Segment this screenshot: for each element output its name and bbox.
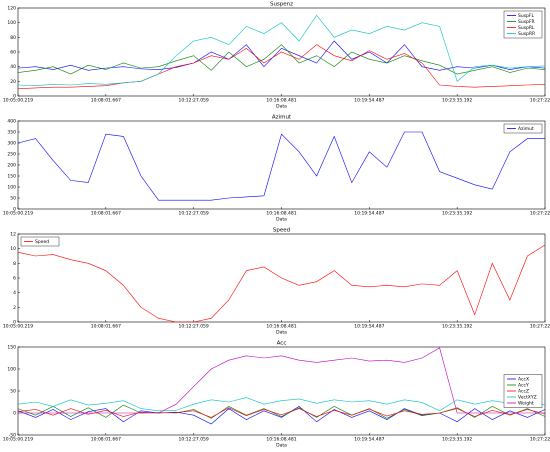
y-tick-label: 100 — [7, 20, 16, 26]
y-tick-label: 0 — [13, 411, 16, 417]
series-line — [17, 131, 545, 201]
x-tick-label: 10:23:35.192 — [442, 98, 472, 104]
plot-frame — [17, 346, 546, 436]
x-axis-label: Data — [276, 104, 287, 110]
y-tick-label: 0 — [13, 320, 16, 326]
x-tick-label: 10:05:00.219 — [3, 324, 33, 330]
y-tick-label: 100 — [7, 367, 16, 373]
legend-label: VectXYZ — [518, 395, 537, 401]
y-tick-label: 250 — [7, 152, 16, 158]
series-line — [18, 347, 545, 414]
y-tick-label: 50 — [10, 389, 16, 395]
series-line — [17, 40, 546, 71]
x-tick-label: 10:12:27.059 — [179, 437, 209, 443]
series-line — [17, 397, 546, 412]
x-tick-label: 10:12:27.059 — [179, 324, 209, 330]
series-line — [17, 14, 546, 87]
y-tick-label: 4 — [13, 290, 16, 296]
chart-title: Azimut — [272, 115, 292, 121]
x-tick-label: 10:19:54.487 — [354, 437, 384, 443]
y-tick-label: 100 — [7, 185, 16, 191]
x-tick-label: 10:16:08.481 — [266, 437, 296, 443]
x-tick-label: 10:19:54.487 — [354, 324, 384, 330]
legend-label: SuspRL — [518, 25, 535, 31]
series-line — [17, 406, 546, 425]
legend-label: SuspFL — [518, 13, 534, 19]
x-tick-label: 10:19:54.487 — [354, 211, 384, 217]
chart-title: Suspenz — [270, 2, 293, 8]
x-tick-label: 10:08:01.667 — [91, 98, 121, 104]
legend-label: Azimut — [518, 126, 534, 132]
y-tick-label: 0 — [13, 94, 16, 100]
x-tick-label: 10:27:22.328 — [530, 437, 550, 443]
y-tick-label: -50 — [9, 433, 16, 439]
x-tick-label: 10:12:27.059 — [179, 211, 209, 217]
legend-label: Speed — [35, 239, 49, 245]
y-tick-label: 150 — [7, 345, 16, 351]
legend-label: AccY — [518, 383, 529, 389]
y-tick-label: 10 — [10, 246, 16, 252]
series-line — [17, 407, 546, 418]
series-line — [17, 404, 546, 419]
y-tick-label: 120 — [7, 6, 16, 12]
x-tick-label: 10:19:54.487 — [354, 98, 384, 104]
x-tick-label: 10:16:08.481 — [266, 98, 296, 104]
x-tick-label: 10:27:22.328 — [530, 324, 550, 330]
legend-box — [20, 236, 60, 247]
x-axis-label: Data — [276, 217, 287, 223]
legend-label: AccX — [518, 377, 529, 383]
x-axis-label: Data — [276, 330, 287, 336]
legend-label: SuspFR — [518, 19, 535, 25]
y-tick-label: 40 — [10, 64, 16, 70]
x-tick-label: 10:05:00.219 — [3, 437, 33, 443]
y-tick-label: 80 — [10, 35, 16, 41]
y-tick-label: 60 — [10, 50, 16, 56]
y-tick-label: 2 — [13, 305, 16, 311]
x-tick-label: 10:12:27.059 — [179, 98, 209, 104]
y-tick-label: 400 — [7, 119, 16, 125]
y-tick-label: 6 — [13, 276, 16, 282]
x-tick-label: 10:08:01.667 — [91, 324, 121, 330]
x-tick-label: 10:23:35.192 — [442, 437, 472, 443]
y-tick-label: 12 — [10, 232, 16, 238]
legend-label: AccZ — [518, 389, 529, 395]
x-tick-label: 10:16:08.481 — [266, 211, 296, 217]
y-tick-label: 50 — [10, 196, 16, 202]
x-tick-label: 10:23:35.192 — [442, 324, 472, 330]
x-tick-label: 10:08:01.667 — [91, 437, 121, 443]
series-line — [17, 244, 546, 323]
chart-title: Speed — [273, 228, 290, 234]
x-tick-label: 10:05:00.219 — [3, 98, 33, 104]
x-tick-label: 10:08:01.667 — [91, 211, 121, 217]
y-tick-label: 8 — [13, 261, 16, 267]
y-tick-label: 0 — [13, 207, 16, 213]
y-tick-label: 150 — [7, 174, 16, 180]
legend-box — [503, 123, 543, 134]
x-tick-label: 10:16:08.481 — [266, 324, 296, 330]
series-line — [17, 44, 546, 89]
legend-label: Weight — [518, 401, 534, 407]
x-tick-label: 10:23:35.192 — [442, 211, 472, 217]
y-tick-label: 350 — [7, 130, 16, 136]
y-tick-label: 300 — [7, 141, 16, 147]
y-tick-label: 20 — [10, 79, 16, 85]
chart-title: Acc — [277, 341, 287, 347]
x-tick-label: 10:27:22.328 — [530, 98, 550, 104]
x-tick-label: 10:27:22.328 — [530, 211, 550, 217]
series-line — [17, 44, 546, 75]
y-tick-label: 200 — [7, 163, 16, 169]
legend-label: SuspRR — [518, 31, 535, 37]
x-axis-label: Data — [276, 443, 287, 449]
x-tick-label: 10:05:00.219 — [3, 211, 33, 217]
